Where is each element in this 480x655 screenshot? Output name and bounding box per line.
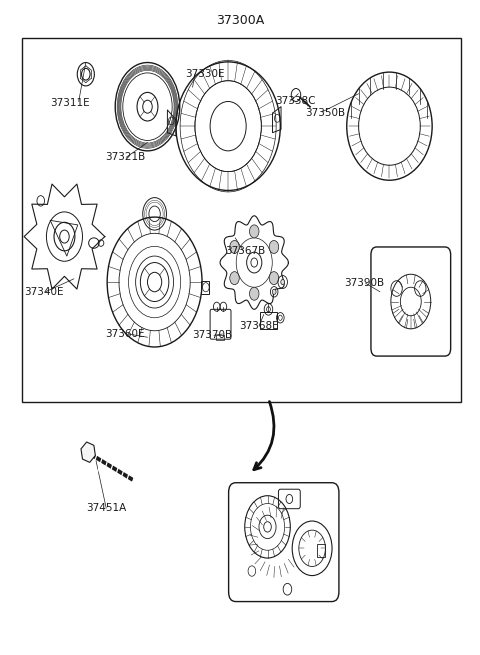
Text: 37451A: 37451A: [86, 503, 126, 513]
Text: 37338C: 37338C: [276, 96, 316, 107]
Text: 37350B: 37350B: [305, 108, 346, 118]
Bar: [317, 544, 325, 557]
Text: 37360E: 37360E: [105, 329, 144, 339]
Circle shape: [281, 280, 285, 285]
Text: 37321B: 37321B: [105, 153, 145, 162]
Circle shape: [230, 272, 239, 285]
Circle shape: [250, 225, 259, 238]
Text: 37330E: 37330E: [185, 69, 225, 79]
Circle shape: [269, 240, 279, 253]
Text: 37370B: 37370B: [192, 330, 233, 341]
Bar: [201, 281, 209, 293]
Circle shape: [230, 240, 239, 253]
Text: 37300A: 37300A: [216, 14, 264, 28]
Text: 37311E: 37311E: [50, 98, 90, 109]
Circle shape: [272, 290, 276, 294]
Text: 37368E: 37368E: [239, 321, 279, 331]
Text: 37390B: 37390B: [344, 278, 384, 288]
Bar: [216, 335, 224, 341]
Text: 37340E: 37340E: [24, 287, 64, 297]
Text: 37367B: 37367B: [225, 246, 265, 256]
Bar: [22, 39, 461, 402]
Bar: [260, 312, 277, 329]
Circle shape: [269, 272, 279, 285]
Circle shape: [250, 288, 259, 300]
